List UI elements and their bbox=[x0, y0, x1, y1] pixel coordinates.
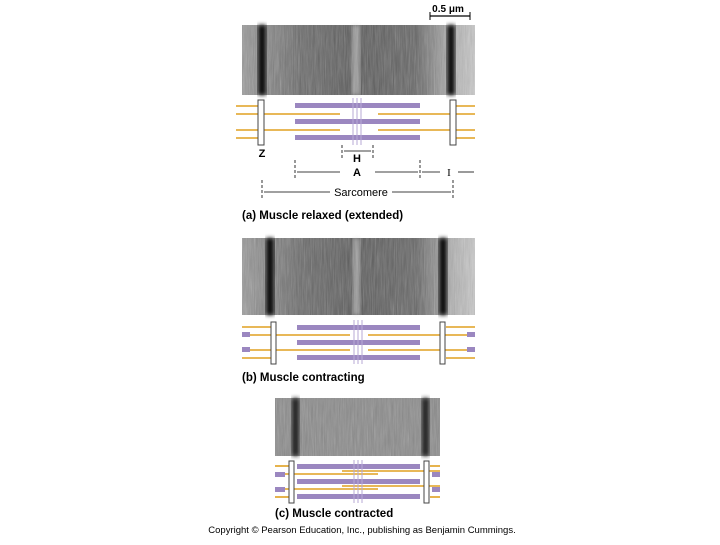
i-label: I bbox=[447, 167, 451, 179]
micrograph-b bbox=[242, 238, 475, 315]
z-label: Z bbox=[259, 148, 266, 160]
scale-bar: 0.5 μm bbox=[429, 4, 471, 20]
sarcomere-c bbox=[275, 460, 440, 504]
sarcomere-label: Sarcomere bbox=[334, 187, 388, 199]
caption: (c) Muscle contracted bbox=[275, 508, 393, 520]
a-label: A bbox=[353, 167, 361, 179]
sarcomere-b bbox=[242, 320, 475, 365]
micrograph-c bbox=[275, 398, 440, 456]
scale-label: 0.5 μm bbox=[432, 4, 464, 15]
copyright: Copyright © Pearson Education, Inc., pub… bbox=[208, 525, 515, 536]
h-label: H bbox=[353, 153, 361, 165]
dimensions-a: Z H A I Sarcomere bbox=[259, 145, 474, 199]
sarcomere-a bbox=[236, 98, 475, 146]
caption: (b) Muscle contracting bbox=[242, 372, 365, 384]
micrograph-a bbox=[242, 25, 475, 95]
caption: (a) Muscle relaxed (extended) bbox=[242, 210, 403, 222]
